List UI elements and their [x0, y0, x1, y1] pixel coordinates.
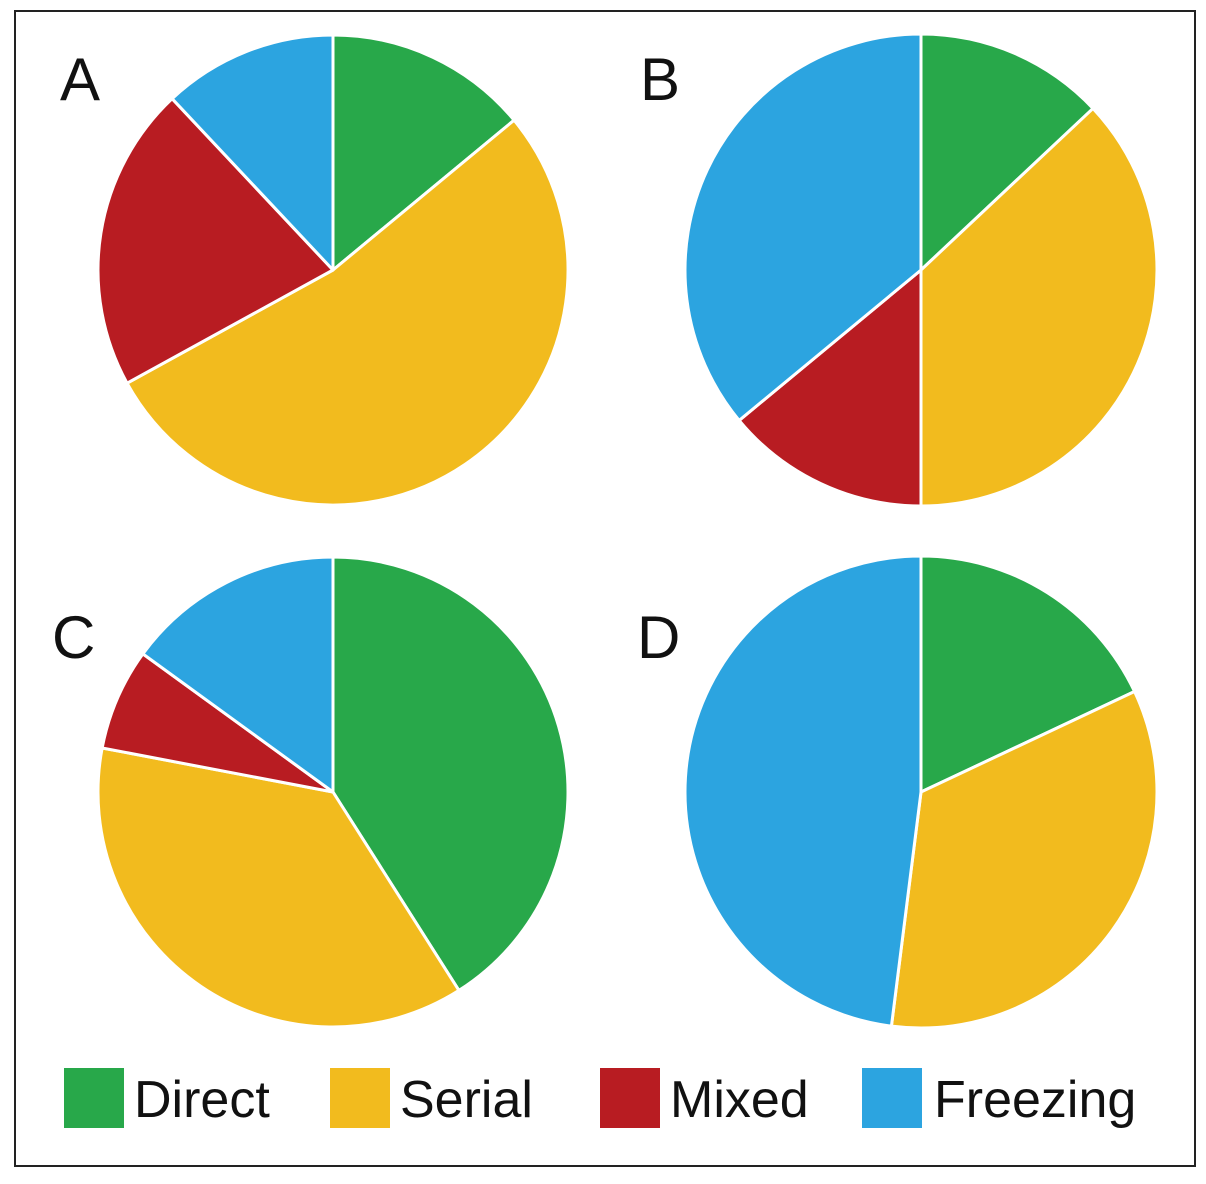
pie-slice-d-direct: [919, 554, 1137, 794]
panel-label-d: D: [637, 604, 680, 671]
pie-slice-b-mixed: [737, 268, 923, 508]
pie-slice-a-freezing: [170, 33, 335, 272]
legend-label-direct: Direct: [134, 1071, 270, 1129]
pie-slice-d-serial: [889, 690, 1159, 1030]
legend-label-freezing: Freezing: [934, 1071, 1136, 1129]
legend-swatch-mixed: [600, 1068, 660, 1128]
legend: Direct Serial Mixed Freezing: [64, 1068, 1136, 1129]
panel-label-c: C: [52, 604, 95, 671]
pie-slice-a-direct: [331, 33, 516, 272]
panel-label-a: A: [60, 46, 100, 113]
legend-swatch-serial: [330, 1068, 390, 1128]
pie-chart-b: [683, 32, 1159, 508]
legend-swatch-freezing: [862, 1068, 922, 1128]
panel-label-b: B: [640, 46, 680, 113]
pie-slice-c-mixed: [100, 652, 335, 794]
pie-slice-c-serial: [96, 746, 461, 1029]
pie-chart-d: [683, 554, 1159, 1030]
pie-slice-b-serial: [919, 106, 1159, 508]
pie-chart-a: [96, 33, 570, 507]
pie-slice-b-direct: [919, 32, 1095, 272]
pie-slice-d-freezing: [683, 554, 923, 1028]
figure-frame: [14, 10, 1196, 1167]
pie-chart-c: [96, 555, 570, 1029]
pie-slice-b-freezing: [683, 32, 923, 422]
pie-slice-a-mixed: [96, 97, 335, 385]
pie-slice-c-freezing: [141, 555, 335, 794]
legend-swatch-direct: [64, 1068, 124, 1128]
legend-label-mixed: Mixed: [670, 1071, 809, 1129]
legend-label-serial: Serial: [400, 1071, 533, 1129]
pie-slice-a-serial: [125, 118, 570, 507]
